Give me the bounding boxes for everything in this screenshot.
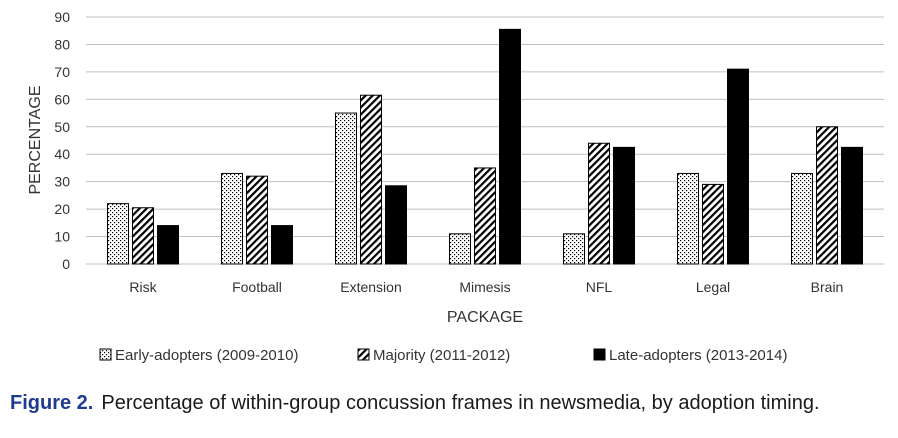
bar-hatch-risk — [132, 207, 154, 265]
x-tick-label: Football — [232, 279, 282, 295]
y-tick-label: 70 — [54, 64, 70, 80]
x-tick-label: Brain — [811, 279, 844, 295]
bar-solid-nfl — [613, 146, 635, 265]
figure-caption: Figure 2. Percentage of within-group conc… — [10, 392, 820, 415]
bar-hatch-extension — [360, 94, 382, 265]
bar-chart: 0 10 20 30 40 50 60 70 80 90 Risk Football Extensio… — [27, 9, 884, 364]
bar-solid-football — [271, 225, 293, 265]
bar-solid-extension — [385, 185, 407, 265]
y-tick-label: 0 — [62, 256, 70, 272]
bar-dots-brain — [791, 172, 813, 265]
bar-solid-risk — [157, 225, 179, 265]
legend-swatch-hatch — [357, 348, 370, 361]
y-axis-ticks: 0 10 20 30 40 50 60 70 80 90 — [54, 9, 70, 272]
bar-dots-risk — [107, 203, 129, 265]
bar-dots-legal — [677, 172, 699, 265]
y-tick-label: 20 — [54, 201, 70, 217]
bar-hatch-brain — [816, 126, 838, 265]
legend-label: Majority (2011-2012) — [373, 347, 510, 364]
bar-dots-mimesis — [449, 233, 471, 265]
x-tick-label: Mimesis — [459, 279, 510, 295]
x-tick-label: Extension — [340, 279, 401, 295]
y-tick-label: 40 — [54, 146, 70, 162]
bar-hatch-legal — [702, 183, 724, 265]
legend-swatch-solid — [593, 348, 606, 361]
figure-caption-text: Percentage of within-group concussion fr… — [101, 392, 820, 414]
y-tick-label: 60 — [54, 91, 70, 107]
x-tick-label: Risk — [129, 279, 157, 295]
bar-solid-mimesis — [499, 28, 521, 265]
y-axis-title: PERCENTAGE — [27, 85, 44, 194]
bar-hatch-mimesis — [474, 167, 496, 265]
bar-hatch-football — [246, 175, 268, 265]
y-tick-label: 90 — [54, 9, 70, 25]
bar-dots-extension — [335, 112, 357, 265]
bar-solid-brain — [841, 146, 863, 265]
x-axis-title: PACKAGE — [447, 309, 523, 326]
gridlines — [86, 16, 884, 265]
bar-dots-football — [221, 172, 243, 265]
x-tick-label: Legal — [696, 279, 730, 295]
bar-hatch-nfl — [588, 142, 610, 265]
x-tick-label: NFL — [586, 279, 613, 295]
y-tick-label: 50 — [54, 119, 70, 135]
bar-dots-nfl — [563, 233, 585, 265]
y-tick-label: 30 — [54, 174, 70, 190]
bars — [107, 28, 863, 265]
figure-label: Figure 2. — [10, 392, 94, 414]
legend-label: Late-adopters (2013-2014) — [609, 347, 787, 364]
legend-swatch-dots — [99, 348, 112, 361]
x-axis-ticks: Risk Football Extension Mimesis NFL Legal Brai… — [129, 279, 843, 295]
bar-solid-legal — [727, 68, 749, 265]
y-tick-label: 80 — [54, 36, 70, 52]
legend-label: Early-adopters (2009-2010) — [115, 347, 298, 364]
legend: Early-adopters (2009-2010) Majority (2011… — [99, 347, 787, 364]
y-tick-label: 10 — [54, 229, 70, 245]
